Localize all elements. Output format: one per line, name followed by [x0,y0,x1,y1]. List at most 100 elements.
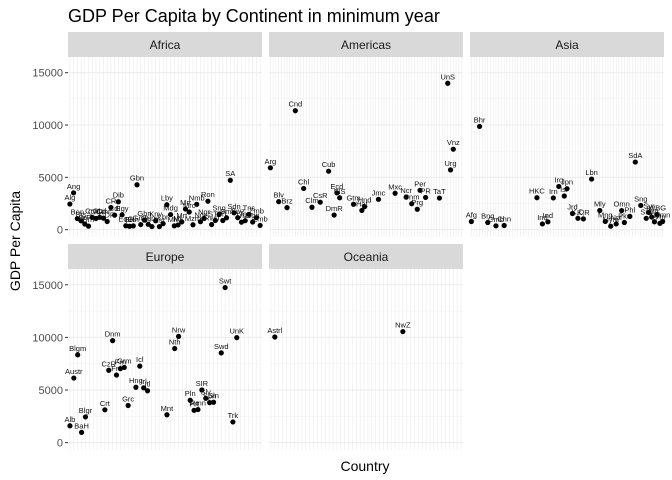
point-label: SdA [628,151,642,160]
point-label: CDR [99,211,116,220]
point-label: Tog [239,210,251,219]
data-point-africa [186,209,192,215]
data-point-asia [660,218,666,225]
data-point-europe [172,345,178,352]
point-label: K,R [577,208,590,217]
point-label: Clm [305,196,318,205]
data-point-europe [203,395,209,401]
point-label: Dib [113,191,124,200]
data-point-europe [141,385,147,391]
point-label: Grc [122,394,134,403]
data-point-americas [450,146,456,152]
data-point-americas [284,205,290,211]
data-point-europe [78,429,85,435]
data-point-europe [82,414,89,420]
data-point-americas [409,201,415,207]
data-point-africa [134,182,140,188]
data-point-europe [137,363,143,369]
point-label: Blgr [79,406,93,415]
data-point-africa [100,215,107,221]
data-point-asia [485,219,491,226]
point-label: Ghn [137,209,151,218]
data-point-africa [156,223,163,230]
data-point-asia [550,195,556,201]
data-point-americas [359,207,365,214]
data-point-americas [445,80,451,86]
point-label: Isr [560,185,569,194]
point-label: Cnd [288,100,302,109]
point-label: CAR [88,207,104,216]
point-label: Per [414,179,426,188]
data-point-africa [253,215,260,221]
point-label: Hnd [358,196,372,205]
point-label: Fnl [111,364,122,373]
data-point-asia [619,207,625,214]
y-tick-label: 5000 [39,172,63,184]
data-point-europe [121,364,127,371]
data-point-europe [175,333,182,340]
point-label: Lbr [158,213,169,222]
point-label: CzR [101,359,116,368]
data-point-americas [375,196,382,202]
point-label: STP [208,209,223,218]
point-label: Tnz [235,211,248,220]
data-point-oceania [400,328,406,335]
data-point-asia [580,216,586,222]
point-label: SrL [217,209,229,218]
point-label: TaT [433,187,446,196]
data-point-asia [556,183,562,190]
data-point-europe [191,407,197,413]
data-point-asia [627,213,633,219]
point-label: Trk [228,411,239,420]
data-point-africa [227,177,233,183]
point-label: Bts [76,210,87,219]
point-label: Swt [219,277,232,286]
point-label: Prt [189,399,200,408]
point-label: SIR [196,379,209,388]
point-label: Sng [212,204,225,213]
data-point-europe [71,375,77,381]
point-label: Ind [537,213,547,222]
y-tick-label: 0 [57,225,63,237]
point-label: Nrw [172,325,186,334]
point-label: Dnm [105,330,121,339]
y-tick-label: 10000 [32,120,63,132]
point-label: Nth [169,338,181,347]
point-label: Swz [231,207,245,216]
point-label: K,D [572,207,585,216]
data-point-americas [292,108,298,114]
data-point-africa [220,217,226,224]
point-label: Lby [161,194,173,203]
data-point-africa [250,219,256,225]
point-label: Ecd [330,182,343,191]
data-point-americas [392,190,398,196]
point-label: Rmn [190,399,206,408]
point-label: Cub [322,160,336,169]
data-point-americas [447,167,454,173]
point-label: Omn [614,200,630,209]
data-point-africa [246,211,252,217]
data-point-europe [67,423,73,429]
data-point-asia [545,219,551,225]
data-point-africa [235,215,241,221]
data-point-americas [325,168,332,174]
data-point-americas [414,206,420,212]
y-axis-title: GDP Per Capita [7,191,23,291]
point-label: Jmc [372,188,386,197]
point-label: Chd [93,206,107,215]
point-label: Pks [618,212,631,221]
point-label: BrF [79,213,92,222]
point-label: UnS [440,72,455,81]
data-point-americas [350,201,357,207]
point-label: Arg [265,157,277,166]
data-point-africa [112,212,118,218]
point-label: Spn [203,392,216,401]
data-point-europe [110,338,116,344]
data-point-africa [160,221,166,227]
point-label: Ron [201,190,215,199]
data-point-asia [588,176,595,182]
point-label: Lbn [585,168,598,177]
data-point-africa [182,206,189,212]
data-point-asia [534,195,540,201]
facet-strip-asia [470,32,664,57]
